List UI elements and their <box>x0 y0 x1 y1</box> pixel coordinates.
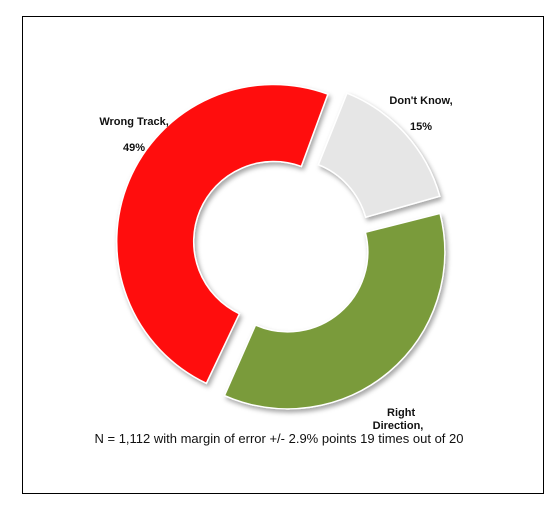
slice-label-wrong-track-value: 49% <box>123 142 146 154</box>
slice-label-wrong-track-name: Wrong Track, <box>99 116 169 128</box>
slice-label-dont-know-value: 15% <box>410 121 433 133</box>
slice-don-t-know <box>317 92 441 219</box>
chart-footnote: N = 1,112 with margin of error +/- 2.9% … <box>94 431 464 446</box>
slice-right-direction <box>223 212 446 410</box>
slice-wrong-track <box>115 83 329 385</box>
slice-label-wrong-track: Wrong Track, 49% <box>86 103 176 155</box>
slice-label-dont-know: Don't Know, 15% <box>378 82 458 134</box>
slice-label-dont-know-name: Don't Know, <box>389 95 453 107</box>
slice-label-right-direction-name: Right Direction, <box>372 407 424 432</box>
slice-label-right-direction: Right Direction, <box>358 394 438 433</box>
